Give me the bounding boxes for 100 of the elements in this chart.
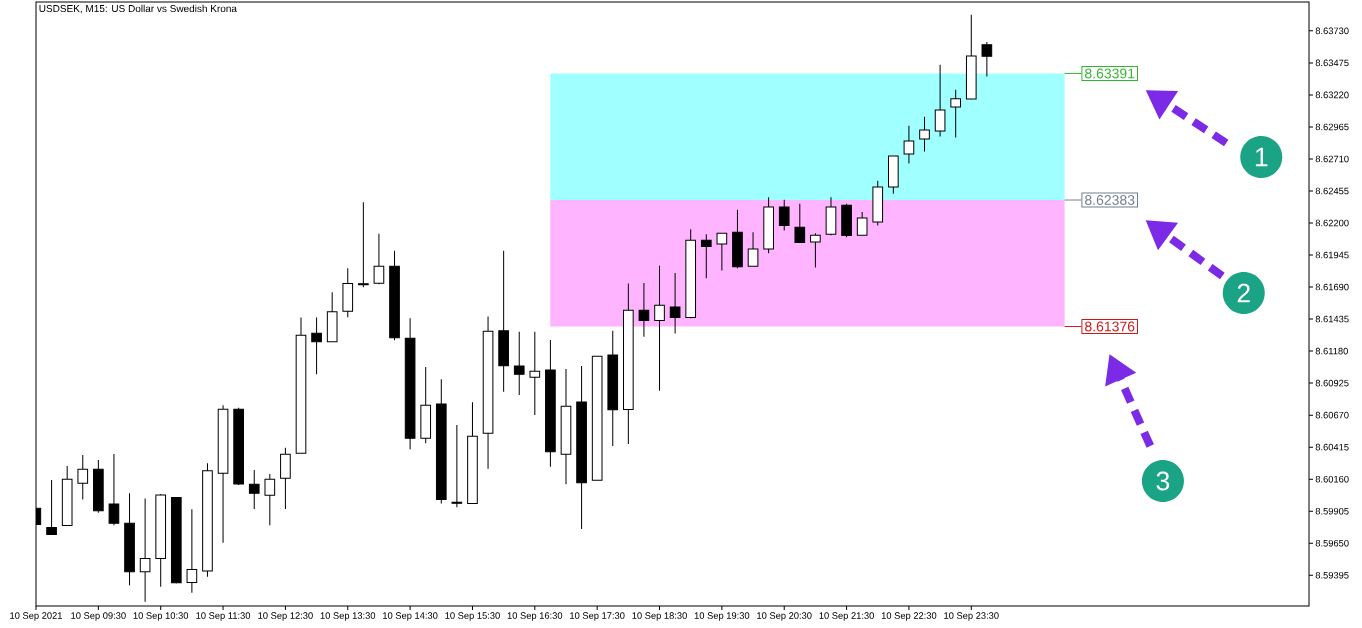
y-tick-label: 8.60415	[1315, 443, 1349, 451]
y-tick-label: 8.62965	[1315, 123, 1349, 131]
candlestick	[872, 180, 884, 227]
candlestick	[482, 316, 494, 470]
candlestick	[888, 155, 899, 195]
candlestick	[669, 272, 681, 334]
ref-line-label: 8.62383	[1085, 195, 1135, 205]
candlestick	[202, 462, 213, 578]
x-tick-label: 10 Sep 21:30	[819, 612, 874, 621]
annotation: 2	[1237, 283, 1250, 303]
candlestick	[919, 116, 930, 152]
candlestick	[716, 232, 728, 272]
ref-line-label: 8.63391	[1085, 68, 1135, 79]
candlestick	[545, 339, 556, 468]
x-tick-label: 10 Sep 22:30	[881, 612, 937, 621]
candlestick	[435, 378, 447, 504]
x-tick-label: 10 Sep 20:30	[757, 612, 812, 621]
candlestick	[467, 401, 478, 504]
candlestick	[778, 199, 790, 232]
x-tick-label: 10 Sep 10:30	[133, 612, 189, 621]
candlestick	[77, 454, 89, 500]
y-tick-label: 8.60670	[1315, 411, 1349, 419]
candlestick	[280, 447, 291, 510]
candlestick	[810, 232, 821, 269]
x-tick-label: 10 Sep 19:30	[694, 612, 750, 621]
candlestick	[841, 203, 852, 238]
x-tick-label: 10 Sep 12:30	[258, 612, 313, 621]
candlestick	[934, 64, 946, 137]
y-tick-label: 8.59650	[1315, 539, 1349, 547]
candlestick	[217, 404, 229, 544]
candlestick	[607, 330, 619, 447]
y-tick-label: 8.61435	[1315, 315, 1349, 323]
candlestick	[389, 250, 400, 341]
y-tick-label: 8.61180	[1315, 347, 1348, 355]
candlestick	[326, 291, 338, 343]
candlestick	[248, 469, 260, 510]
candlestick	[451, 424, 463, 508]
y-tick-label: 8.61690	[1315, 283, 1349, 291]
candlestick	[903, 125, 915, 164]
y-tick-label: 8.62200	[1315, 219, 1349, 227]
x-tick-label: 10 Sep 23:30	[944, 612, 999, 621]
candlestick	[685, 228, 697, 319]
candlestick	[420, 366, 432, 444]
y-tick-label: 8.63730	[1315, 27, 1349, 35]
candlestick	[529, 331, 541, 416]
candlestick	[295, 317, 307, 454]
x-tick-label: 10 Sep 13:30	[320, 612, 376, 621]
candlestick	[763, 196, 774, 254]
annotation: 1	[1255, 147, 1268, 167]
candlestick	[825, 196, 837, 236]
x-tick-label: 10 Sep 16:30	[507, 612, 563, 621]
candlestick	[358, 201, 369, 288]
ref-line-label: 8.61376	[1085, 321, 1135, 332]
y-tick-label: 8.63220	[1315, 91, 1349, 99]
candlestick	[46, 479, 57, 535]
y-tick-label: 8.60925	[1315, 379, 1349, 387]
candlestick	[139, 497, 151, 603]
y-tick-label: 8.61945	[1315, 251, 1349, 259]
candlestick	[950, 89, 962, 138]
y-tick-label: 8.59395	[1315, 571, 1349, 579]
candlestick	[233, 407, 244, 486]
y-tick-label: 8.59905	[1315, 507, 1349, 515]
candlestick	[747, 231, 759, 267]
candlestick	[965, 14, 977, 100]
candlestick	[342, 267, 354, 318]
candlestick	[513, 331, 525, 396]
y-tick-label: 8.63475	[1315, 59, 1349, 67]
y-tick-label: 8.62455	[1315, 187, 1349, 195]
x-tick-label: 10 Sep 18:30	[632, 612, 687, 621]
x-tick-label: 10 Sep 15:30	[445, 612, 500, 621]
candlestick	[311, 317, 322, 375]
x-tick-label: 10 Sep 17:30	[570, 612, 625, 621]
candlestick	[404, 317, 416, 450]
y-tick-label: 8.62710	[1315, 155, 1349, 163]
candlestick	[61, 465, 73, 526]
candlestick	[264, 473, 276, 526]
candlestick	[124, 492, 135, 586]
candlestick	[794, 203, 806, 244]
candlestick	[498, 250, 509, 393]
candlestick	[856, 211, 868, 236]
annotation: 3	[1156, 471, 1170, 491]
candlestick	[700, 233, 712, 279]
y-tick-label: 8.60160	[1315, 475, 1349, 483]
candlestick	[654, 265, 665, 392]
candlestick	[638, 282, 650, 338]
candlestick	[560, 368, 572, 485]
candlestick	[170, 496, 182, 584]
candlestick	[93, 459, 104, 514]
candlestick	[108, 453, 120, 526]
candlestick	[186, 508, 198, 594]
candlestick	[981, 41, 993, 77]
candlestick	[591, 355, 603, 481]
candlestick	[732, 209, 743, 269]
candlestick	[155, 493, 167, 588]
x-tick-label: 10 Sep 14:30	[383, 612, 438, 621]
x-tick-label: 10 Sep 09:30	[71, 612, 126, 621]
candlestick	[623, 282, 634, 445]
chart-title: USDSEK, M15: US Dollar vs Swedish Krona	[39, 4, 237, 14]
x-tick-label: 10 Sep 2021	[10, 612, 62, 621]
candlestick	[576, 365, 587, 530]
